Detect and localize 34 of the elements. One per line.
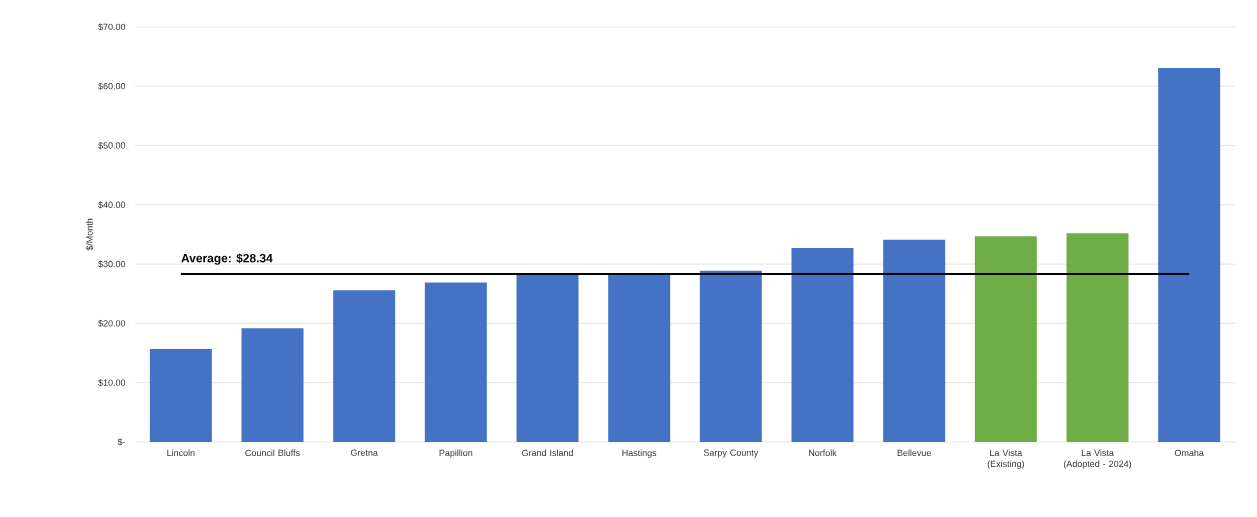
x-tick-label: Lincoln xyxy=(167,449,195,457)
bar xyxy=(516,274,579,442)
ref-line-label: Average: $28.34 xyxy=(181,253,273,265)
y-tick-label: $40.00 xyxy=(98,201,126,209)
bar xyxy=(883,239,946,442)
y-tick-label: $- xyxy=(117,438,126,446)
x-tick-label: Omaha xyxy=(1174,449,1204,457)
bar xyxy=(241,328,304,442)
x-tick-label: Hastings xyxy=(622,449,657,458)
x-tick-label: Norfolk xyxy=(809,449,837,457)
y-tick-label: $70.00 xyxy=(98,23,126,31)
bar xyxy=(791,248,854,442)
bar xyxy=(699,270,762,442)
bar xyxy=(1066,233,1129,442)
x-tick-label: Council Bluffs xyxy=(245,449,300,457)
bar xyxy=(333,290,396,442)
x-tick-label: Grand Island xyxy=(522,449,573,457)
x-tick-label: Bellevue xyxy=(897,449,931,457)
x-tick-label: La Vista (Existing) xyxy=(987,449,1024,469)
y-axis-title: $/Month xyxy=(85,218,94,251)
bar xyxy=(608,274,671,442)
x-tick-label: Sarpy County xyxy=(703,449,759,458)
x-tick-label: La Vista (Adopted - 2024) xyxy=(1063,449,1132,469)
bar xyxy=(149,348,212,442)
bar xyxy=(974,236,1037,442)
x-tick-label: Gretna xyxy=(350,449,378,456)
y-tick-label: $30.00 xyxy=(98,260,126,268)
y-tick-label: $60.00 xyxy=(98,82,126,90)
y-tick-label: $10.00 xyxy=(98,379,126,387)
bar xyxy=(424,282,487,442)
bar xyxy=(1158,67,1221,442)
y-tick-label: $50.00 xyxy=(98,141,126,150)
y-tick-label: $20.00 xyxy=(98,319,126,328)
x-tick-label: Papillion xyxy=(439,449,473,458)
